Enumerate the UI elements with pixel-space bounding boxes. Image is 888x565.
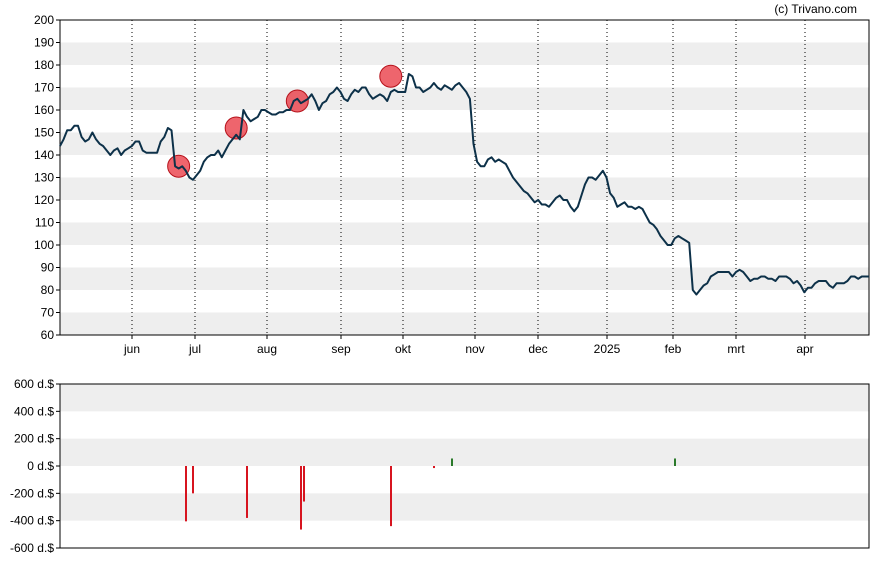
y-tick-label: 0 d.$ [27,459,54,473]
y-tick-label: 80 [41,283,55,297]
y-tick-label: 120 [34,193,54,207]
grid-band [60,42,869,65]
y-tick-label: 170 [34,81,54,95]
y-tick-label: 60 [41,328,55,342]
y-tick-label: 70 [41,306,55,320]
y-tick-label: 190 [34,36,54,50]
trade-marker [379,64,403,88]
grid-band [60,87,869,110]
x-tick-label: mrt [727,342,745,356]
grid-band [60,438,869,466]
y-tick-label: 150 [34,126,54,140]
trade-bar [185,466,187,522]
y-tick-label: 140 [34,148,54,162]
y-tick-label: -200 d.$ [10,486,54,500]
x-tick-label: dec [528,342,547,356]
trade-bar [390,466,392,527]
x-tick-label: sep [331,342,351,356]
y-tick-label: 90 [41,261,55,275]
trade-bar [300,466,302,530]
grid-band [60,177,869,200]
y-tick-label: 160 [34,103,54,117]
trade-bar [451,458,453,466]
y-tick-label: 200 d.$ [14,432,54,446]
y-tick-label: 200 [34,13,54,27]
y-tick-label: -400 d.$ [10,514,54,528]
price-series-line [59,73,869,296]
x-tick-label: jul [188,342,201,356]
trade-bar [433,466,435,469]
grid-band [60,493,869,521]
y-tick-label: 110 [35,216,54,230]
grid-band [60,222,869,245]
y-tick-label: 600 d.$ [14,377,54,391]
grid-band [60,132,869,155]
trade-marker [167,154,191,178]
x-tick-label: apr [796,342,813,356]
y-tick-label: 100 [34,238,54,252]
grid-band [60,267,869,290]
trade-bar [246,466,248,518]
y-tick-label: -600 d.$ [10,541,54,555]
trade-bar [192,466,194,494]
credit-text: (c) Trivano.com [774,2,857,16]
x-tick-label: feb [665,342,682,356]
y-tick-label: 400 d.$ [14,404,54,418]
grid-band [60,384,869,412]
insider-trades-panel: 600 d.$ 400 d.$ 200 d.$ 0 d.$ -200 d.$ -400 d… [10,377,870,555]
trade-bar [303,466,305,502]
y-tick-label: 180 [34,58,54,72]
x-tick-label: aug [257,342,277,356]
grid-band [60,312,869,335]
trade-bar [674,458,676,466]
x-tick-label: okt [395,342,412,356]
x-tick-label: nov [465,342,484,356]
x-tick-label: 2025 [594,342,621,356]
price-chart-panel: 200 190 180 170 160 150 140 130 120 110 100 90 80 70 6… [34,13,870,356]
x-tick-label: jun [123,342,140,356]
y-tick-label: 130 [34,171,54,185]
